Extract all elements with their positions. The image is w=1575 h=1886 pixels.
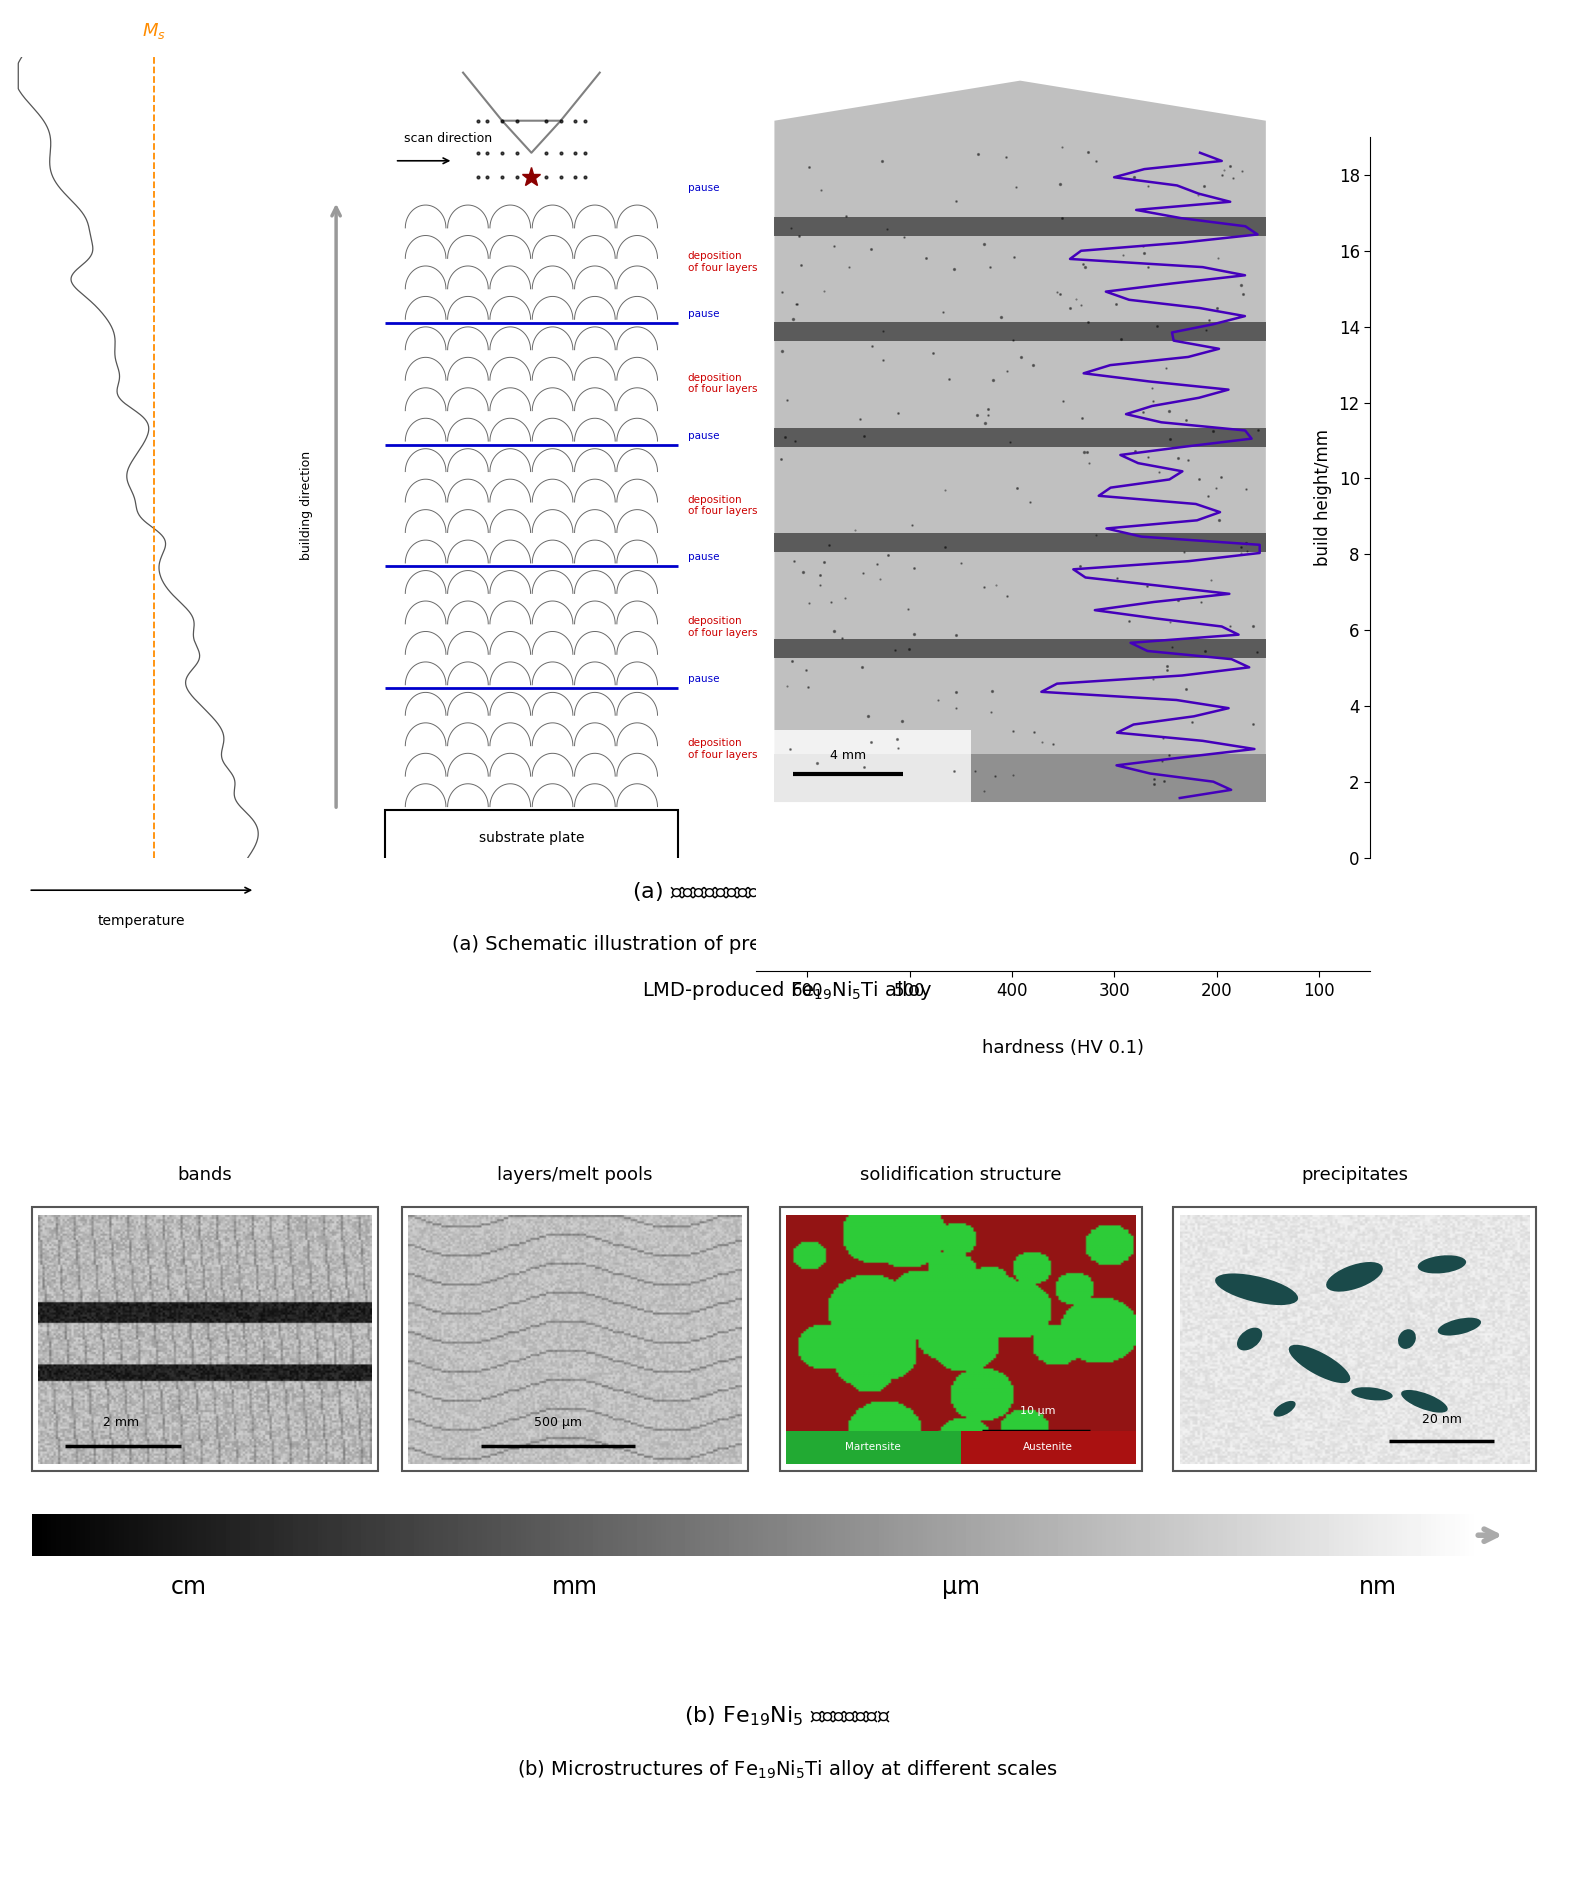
- Text: pause: pause: [688, 553, 720, 562]
- Text: deposition
of four layers: deposition of four layers: [688, 373, 758, 394]
- Text: building direction: building direction: [301, 451, 313, 560]
- Text: pause: pause: [688, 430, 720, 441]
- Y-axis label: build height/mm: build height/mm: [1314, 428, 1331, 566]
- Bar: [775, 754, 1266, 802]
- Text: $M_s$: $M_s$: [142, 21, 167, 40]
- Bar: [775, 217, 1266, 236]
- Ellipse shape: [1214, 1273, 1298, 1305]
- Polygon shape: [775, 81, 1266, 802]
- Text: solidification structure: solidification structure: [860, 1166, 1062, 1184]
- Bar: [961, 1431, 1136, 1464]
- Text: 2 mm: 2 mm: [104, 1416, 139, 1430]
- Ellipse shape: [1438, 1318, 1480, 1335]
- Text: substrate plate: substrate plate: [479, 832, 584, 845]
- Ellipse shape: [1288, 1345, 1350, 1382]
- Text: cm: cm: [172, 1575, 206, 1599]
- Text: (a) 激光金属沉积技术制备 Fe$_{19}$Ni$_5$Ti 合金样品: (a) 激光金属沉积技术制备 Fe$_{19}$Ni$_5$Ti 合金样品: [632, 881, 943, 903]
- Ellipse shape: [1402, 1390, 1447, 1413]
- Bar: [775, 428, 1266, 447]
- Ellipse shape: [1399, 1330, 1416, 1348]
- Text: deposition
of four layers: deposition of four layers: [688, 494, 758, 517]
- Bar: [384, 809, 677, 866]
- Bar: [402, 1207, 748, 1471]
- Text: 4 mm: 4 mm: [830, 749, 866, 762]
- Bar: [786, 1431, 961, 1464]
- Text: (b) Microstructures of Fe$_{19}$Ni$_5$Ti alloy at different scales: (b) Microstructures of Fe$_{19}$Ni$_5$Ti…: [517, 1758, 1058, 1780]
- Text: scan direction: scan direction: [405, 132, 493, 145]
- Ellipse shape: [1236, 1328, 1262, 1350]
- Bar: [775, 730, 970, 802]
- Text: 500 μm: 500 μm: [534, 1416, 583, 1430]
- Text: precipitates: precipitates: [1301, 1166, 1408, 1184]
- Bar: [775, 639, 1266, 658]
- Text: Martensite: Martensite: [846, 1443, 901, 1452]
- Ellipse shape: [1418, 1256, 1466, 1273]
- Text: temperature: temperature: [98, 915, 186, 928]
- Text: bands: bands: [178, 1166, 232, 1184]
- Text: 20 nm: 20 nm: [1422, 1413, 1462, 1426]
- Text: hardness (HV 0.1): hardness (HV 0.1): [983, 1039, 1143, 1056]
- Text: deposition
of four layers: deposition of four layers: [688, 617, 758, 637]
- Text: μm: μm: [942, 1575, 980, 1599]
- Text: 10 μm: 10 μm: [1021, 1407, 1055, 1416]
- Bar: [780, 1207, 1142, 1471]
- Text: Austenite: Austenite: [1024, 1443, 1073, 1452]
- Text: (a) Schematic illustration of preparation and hardness distribution of: (a) Schematic illustration of preparatio…: [452, 935, 1123, 954]
- Text: pause: pause: [688, 673, 720, 685]
- Ellipse shape: [1351, 1388, 1392, 1401]
- Ellipse shape: [1274, 1401, 1296, 1416]
- Text: pause: pause: [688, 309, 720, 319]
- Text: mm: mm: [551, 1575, 598, 1599]
- Bar: [32, 1207, 378, 1471]
- Text: LMD-produced Fe$_{19}$Ni$_5$Ti alloy: LMD-produced Fe$_{19}$Ni$_5$Ti alloy: [643, 979, 932, 1001]
- Bar: [65, 1435, 181, 1454]
- Bar: [1173, 1207, 1536, 1471]
- Ellipse shape: [1326, 1262, 1383, 1292]
- Text: pause: pause: [688, 183, 720, 192]
- Text: layers/melt pools: layers/melt pools: [498, 1166, 652, 1184]
- Bar: [775, 534, 1266, 553]
- Text: deposition
of four layers: deposition of four layers: [688, 737, 758, 760]
- Text: (b) Fe$_{19}$Ni$_5$ 合金微结构表征: (b) Fe$_{19}$Ni$_5$ 合金微结构表征: [684, 1705, 891, 1728]
- Text: deposition
of four layers: deposition of four layers: [688, 251, 758, 273]
- Bar: [775, 323, 1266, 341]
- Text: nm: nm: [1359, 1575, 1397, 1599]
